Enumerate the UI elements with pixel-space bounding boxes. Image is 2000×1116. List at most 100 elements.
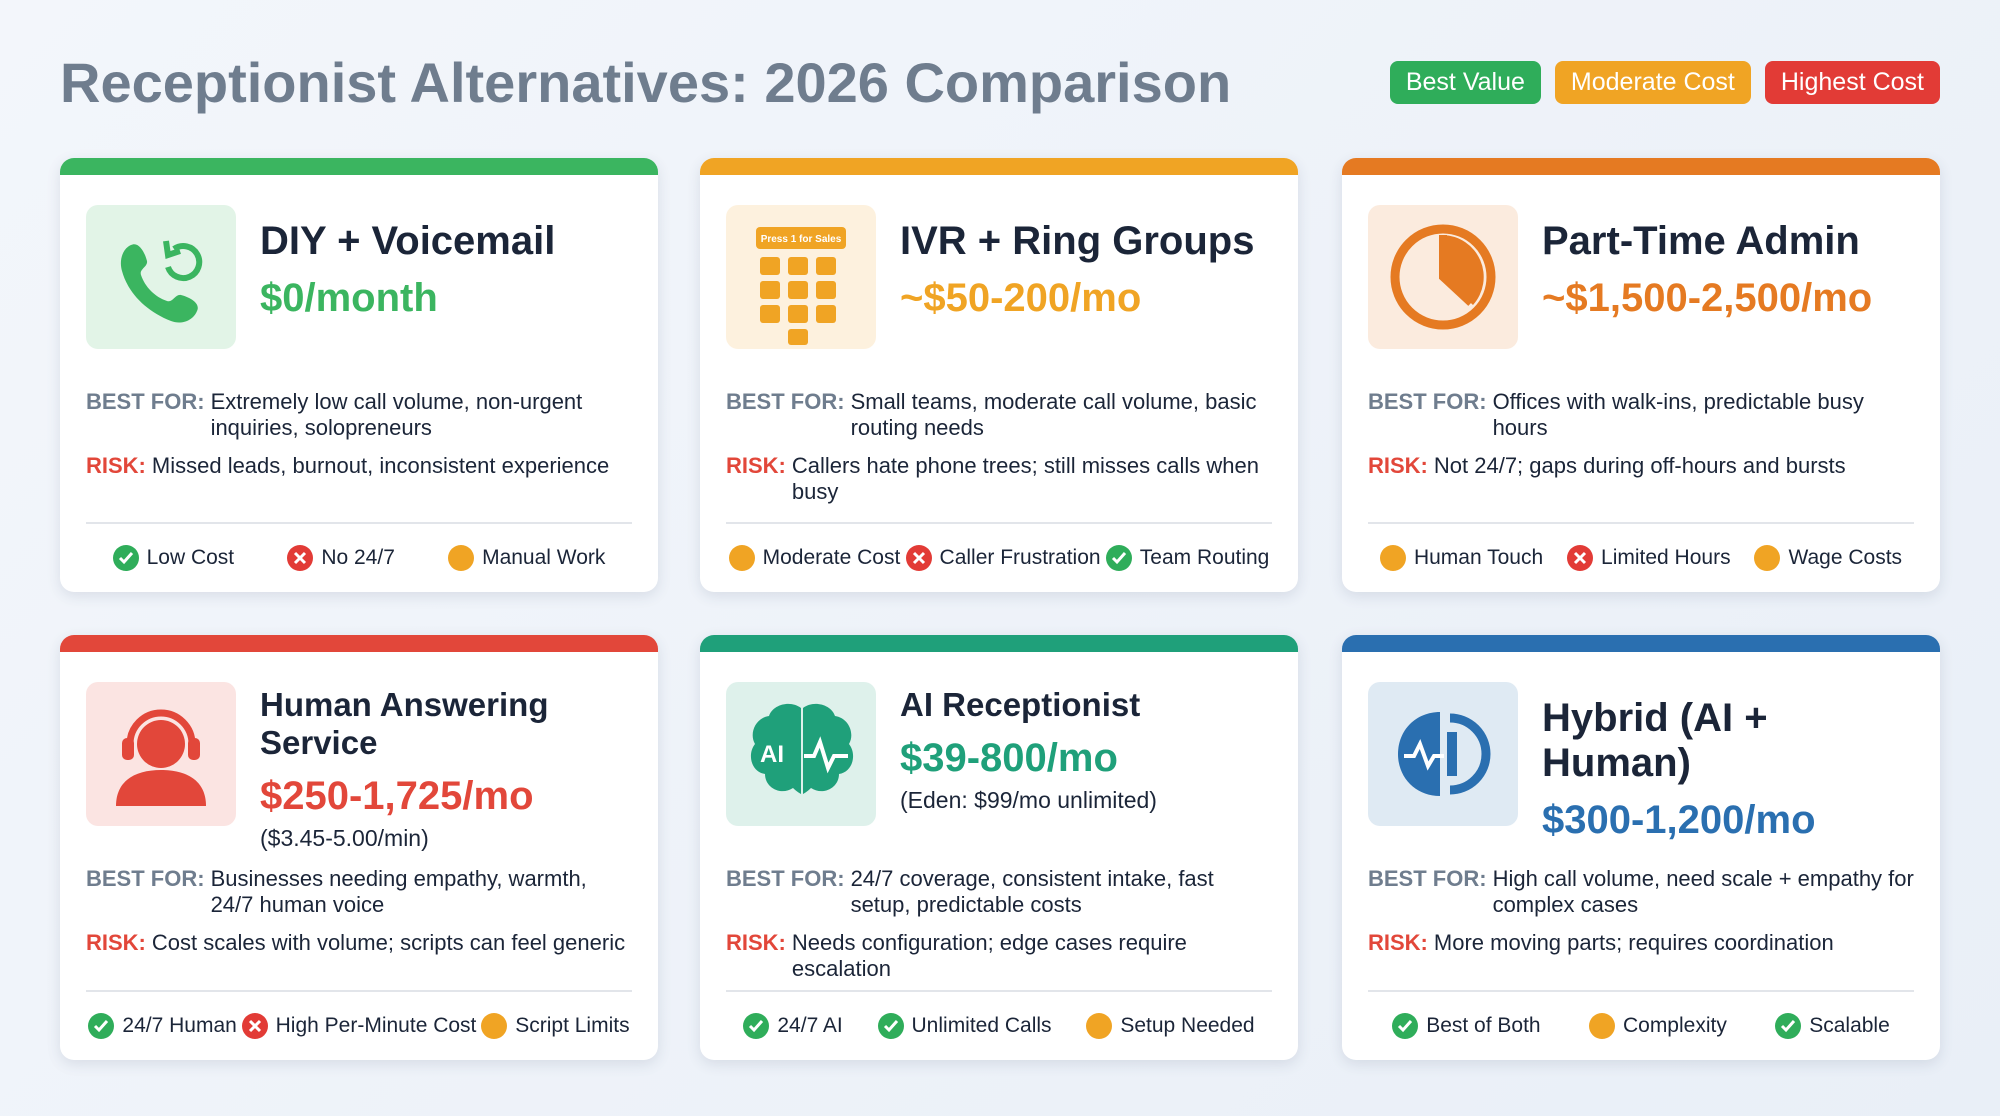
best-for-label: BEST FOR: [726, 866, 845, 891]
risk-text: Missed leads, burnout, inconsistent expe… [151, 453, 610, 478]
tag-status-icon [241, 1013, 268, 1039]
tag: Setup Needed [1086, 1013, 1255, 1039]
best-for: BEST FOR: 24/7 coverage, consistent intak… [700, 866, 1298, 918]
tag-status-icon [1588, 1013, 1615, 1039]
card-header: AI AI Receptionist $39-800/mo (Eden: $99/mo… [700, 652, 1298, 832]
tag-status-icon [448, 545, 475, 571]
card: Press 1 for Sales IVR + Ring Groups ~$50-2… [700, 158, 1298, 592]
tag-label: Best of Both [1426, 1014, 1541, 1037]
card-name: Hybrid (AI + Human) [1542, 696, 1768, 785]
card-note: (Eden: $99/mo unlimited) [900, 787, 1157, 813]
tag: Complexity [1588, 1013, 1727, 1039]
best-for-text: Small teams, moderate call volume, basic… [850, 389, 1257, 440]
tag-status-icon [1775, 1013, 1802, 1039]
card-price: $0/month [260, 276, 438, 320]
tag: Low Cost [112, 545, 235, 571]
card-name: IVR + Ring Groups [900, 219, 1255, 263]
card-heading: DIY + Voicemail $0/month [260, 205, 555, 355]
tag: No 24/7 [287, 545, 395, 571]
tag-label: Moderate Cost [762, 546, 901, 569]
tag: Moderate Cost [728, 545, 901, 571]
tag-label: No 24/7 [321, 546, 395, 569]
tag-status-icon [112, 545, 139, 571]
best-for: BEST FOR: Small teams, moderate call volu… [700, 389, 1298, 441]
icon-graphic [120, 240, 203, 323]
card-accent-bar [1342, 635, 1940, 652]
risk-label: RISK: [726, 930, 786, 955]
card-icon: Press 1 for Sales [726, 205, 876, 349]
tag-status-icon [743, 1013, 770, 1039]
best-for-label: BEST FOR: [726, 389, 845, 414]
card-icon [86, 682, 236, 826]
best-for: BEST FOR: Extremely low call volume, non-… [60, 389, 658, 441]
icon-graphic: Press 1 for Sales [756, 227, 846, 345]
best-for-text: 24/7 coverage, consistent intake, fast s… [850, 866, 1214, 917]
best-for: BEST FOR: Businesses needing empathy, war… [60, 866, 658, 918]
best-for-text: Offices with walk-ins, predictable busy … [1492, 389, 1864, 440]
tag: 24/7 AI [743, 1013, 843, 1039]
risk-label: RISK: [86, 453, 146, 478]
risk-text: Needs configuration; edge cases require … [791, 930, 1187, 981]
tag-status-icon [1379, 545, 1406, 571]
risk-label: RISK: [726, 453, 786, 478]
best-for-text: High call volume, need scale + empathy f… [1492, 866, 1914, 917]
card-heading: AI Receptionist $39-800/mo (Eden: $99/mo u… [900, 682, 1157, 832]
tag: Wage Costs [1754, 545, 1902, 571]
risk: RISK: Needs configuration; edge cases req… [700, 930, 1298, 982]
card-header: Part-Time Admin ~$1,500-2,500/mo [1342, 175, 1940, 355]
card-accent-bar [700, 158, 1298, 175]
card-icon [86, 205, 236, 349]
best-for: BEST FOR: High call volume, need scale + … [1342, 866, 1940, 918]
card-header: Hybrid (AI + Human) $300-1,200/mo [1342, 652, 1940, 842]
card-body: BEST FOR: Small teams, moderate call volu… [700, 377, 1298, 505]
icon-graphic: AI [750, 703, 854, 794]
card-body: BEST FOR: High call volume, need scale + … [1342, 854, 1940, 956]
icon-label: AI [760, 741, 784, 768]
card-price: ~$1,500-2,500/mo [1542, 276, 1873, 320]
legend-badge: Best Value [1389, 61, 1541, 104]
best-for: BEST FOR: Offices with walk-ins, predicta… [1342, 389, 1940, 441]
tag-status-icon [1086, 1013, 1113, 1039]
tag-label: Script Limits [515, 1014, 630, 1037]
tag-status-icon [1567, 545, 1594, 571]
tag-label: Wage Costs [1788, 546, 1903, 569]
tag-label: Scalable [1809, 1014, 1890, 1037]
card-name: DIY + Voicemail [260, 219, 556, 263]
card-body: BEST FOR: Businesses needing empathy, war… [60, 854, 658, 956]
card-tags: 24/7 Human High Per-Minute Cost Script Lim… [86, 990, 632, 1060]
card-note: ($3.45-5.00/min) [260, 825, 429, 851]
risk-label: RISK: [1368, 453, 1428, 478]
risk-text: Not 24/7; gaps during off-hours and burs… [1433, 453, 1846, 478]
card-price: $300-1,200/mo [1542, 798, 1816, 842]
card-name: AI Receptionist [900, 686, 1141, 723]
tag-label: Low Cost [146, 546, 235, 569]
tag-status-icon [88, 1013, 115, 1039]
legend-badge: Highest Cost [1764, 61, 1940, 104]
tag-label: Setup Needed [1120, 1014, 1255, 1037]
card-header: Press 1 for Sales IVR + Ring Groups ~$50-2… [700, 175, 1298, 355]
risk: RISK: Callers hate phone trees; still mis… [700, 453, 1298, 505]
card: Human Answering Service $250-1,725/mo ($3.… [60, 635, 658, 1060]
best-for-label: BEST FOR: [86, 389, 205, 414]
tag: Script Limits [481, 1013, 630, 1039]
tag-label: Manual Work [482, 546, 606, 569]
card: Part-Time Admin ~$1,500-2,500/mo BEST FOR:… [1342, 158, 1940, 592]
card-tags: Low Cost No 24/7 Manual Work [86, 522, 632, 592]
risk-label: RISK: [86, 930, 146, 955]
card: Hybrid (AI + Human) $300-1,200/mo BEST FOR… [1342, 635, 1940, 1060]
card-name: Human Answering Service [260, 686, 549, 761]
card-price: ~$50-200/mo [900, 276, 1142, 320]
tag: Team Routing [1105, 545, 1269, 571]
tag: Caller Frustration [905, 545, 1101, 571]
tag-label: Human Touch [1413, 546, 1544, 569]
card-price: $39-800/mo [900, 736, 1118, 780]
risk: RISK: Cost scales with volume; scripts ca… [60, 930, 658, 956]
card-tags: Best of Both Complexity Scalable [1368, 990, 1914, 1060]
icon-label: Press 1 for Sales [761, 234, 842, 245]
card-accent-bar [1342, 158, 1940, 175]
card-heading: IVR + Ring Groups ~$50-200/mo [900, 205, 1254, 355]
card-icon [1368, 682, 1518, 826]
tag-label: Caller Frustration [939, 546, 1101, 569]
risk: RISK: More moving parts; requires coordin… [1342, 930, 1940, 956]
